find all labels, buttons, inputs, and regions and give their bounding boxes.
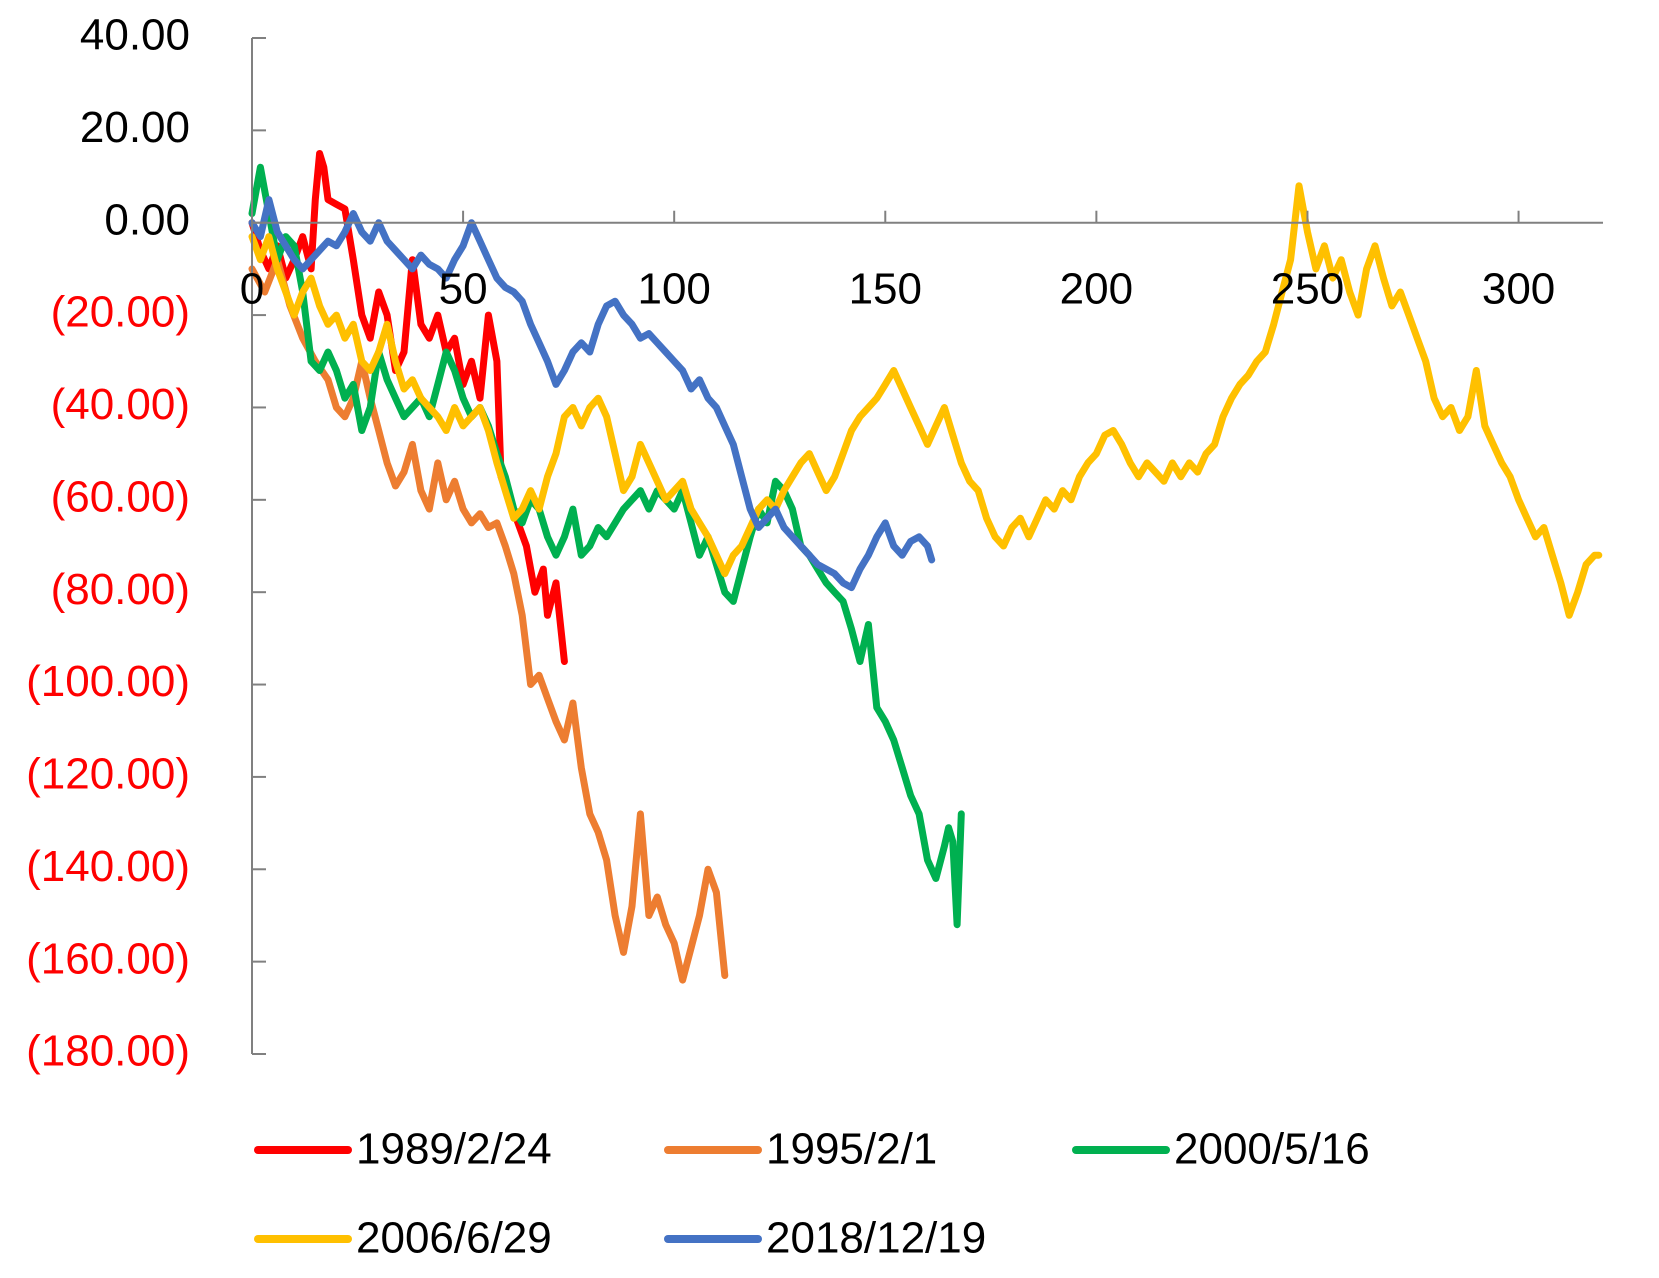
x-tick-label: 150 [849,265,922,314]
series-line-2018-12-19 [248,196,936,592]
y-tick-label: (140.00) [26,842,190,891]
y-tick-label: 40.00 [80,11,190,60]
x-tick-label: 50 [439,265,488,314]
legend-label: 2018/12/19 [766,1214,986,1263]
y-tick-label: (120.00) [26,750,190,799]
y-tick-label: (80.00) [51,565,190,614]
legend-label: 2000/5/16 [1174,1125,1370,1174]
y-tick-label: (160.00) [26,934,190,983]
legend-item: 2018/12/19 [664,1214,986,1263]
y-tick-label: (100.00) [26,657,190,706]
legend-label: 2006/6/29 [356,1214,552,1263]
legend-item: 1989/2/24 [254,1125,552,1174]
series-line-1995-2-1 [248,256,729,984]
legend-label: 1989/2/24 [356,1125,552,1174]
legend-item: 1995/2/1 [664,1125,937,1174]
legend-item: 2006/6/29 [254,1214,552,1263]
x-tick-label: 250 [1271,265,1344,314]
y-tick-label: (180.00) [26,1027,190,1076]
series-line-2006-6-29 [248,182,1603,619]
x-tick-label: 300 [1482,265,1555,314]
plot-series-group [248,150,1603,984]
legend-item: 2000/5/16 [1072,1125,1370,1174]
legend: 1989/2/24 1995/2/1 2000/5/16 2006/6/29 2018/… [254,1125,1370,1263]
x-tick-label: 0 [240,265,264,314]
series-line-2000-5-16 [248,163,965,929]
legend-label: 1995/2/1 [766,1125,937,1174]
y-tick-label: 0.00 [104,195,190,244]
y-tick-label: (20.00) [51,288,190,337]
x-tick-label: 200 [1060,265,1133,314]
y-tick-label: 20.00 [80,103,190,152]
y-tick-label: (60.00) [51,472,190,521]
y-tick-label: (40.00) [51,380,190,429]
x-tick-label: 100 [637,265,710,314]
axes-group: 40.00 20.00 0.00 (20.00) (40.00) (60.00) (80.0… [26,11,1603,1076]
